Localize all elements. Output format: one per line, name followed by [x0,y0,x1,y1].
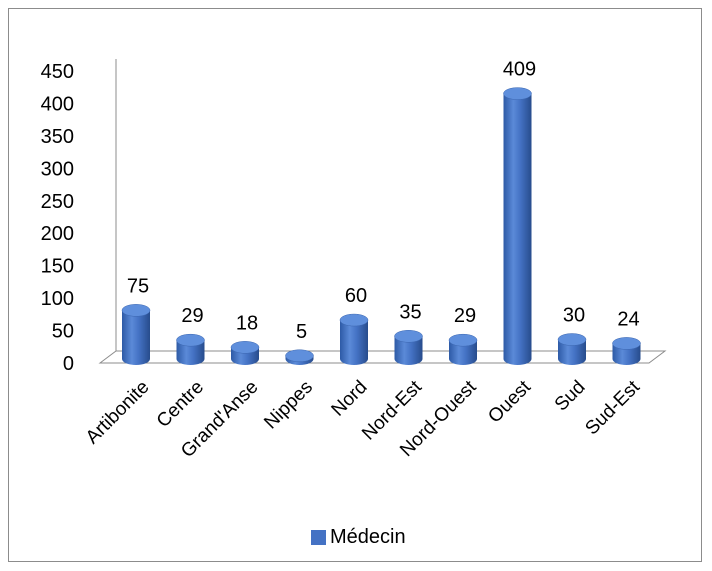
bar-body [449,340,477,365]
x-tick-label: Nippes [260,377,317,434]
y-tick-label: 150 [41,256,74,278]
legend-label: Médecin [330,526,406,548]
data-label: 29 [181,305,203,327]
bar-top [557,333,587,346]
x-tick-label: Sud-Est [581,376,644,439]
x-tick-label: Ouest [484,376,535,427]
y-tick-label: 300 [41,158,74,180]
bar-top [448,333,478,347]
bar [557,333,587,365]
data-label: 409 [503,59,536,81]
legend-swatch [311,530,326,545]
x-tick-label: Nord [328,377,372,421]
y-tick-label: 100 [41,288,74,310]
data-label: 24 [617,308,639,330]
legend: Médecin [311,526,406,549]
bar [394,330,423,365]
data-label: 35 [399,301,421,323]
bar-top [121,304,151,317]
y-tick-label: 0 [63,353,74,375]
y-tick-label: 250 [41,191,74,213]
data-label: 75 [127,275,149,297]
bar-body [176,340,205,365]
bar-body [122,310,150,365]
x-tick-label: Artibonite [82,377,154,449]
bar [176,333,205,365]
y-tick-label: 350 [41,126,74,148]
data-label: 5 [296,321,307,343]
data-label: 30 [563,305,585,327]
bar-body [503,93,532,366]
bar-body [558,339,586,365]
y-tick-label: 450 [41,61,74,83]
bar [285,349,314,365]
bar-top [230,341,260,354]
y-tick-label: 50 [52,321,74,343]
data-label: 18 [236,312,258,334]
bar [503,87,532,366]
bar-body [394,336,423,365]
chart-frame [8,8,702,562]
bar [230,341,260,365]
bar-body [340,320,368,365]
bar-top [176,333,205,347]
bar [612,337,641,365]
y-tick-label: 400 [41,93,74,115]
data-label: 60 [345,285,367,307]
bar [121,304,151,365]
bar-top [285,349,314,363]
bar-top [503,87,532,100]
y-tick-label: 200 [41,223,74,245]
bar-top [394,330,423,343]
bar-top [612,337,641,350]
x-tick-label: Sud [551,377,590,416]
bar [448,333,478,365]
data-label: 29 [454,305,476,327]
bar-top [339,313,369,327]
bar [339,313,369,365]
